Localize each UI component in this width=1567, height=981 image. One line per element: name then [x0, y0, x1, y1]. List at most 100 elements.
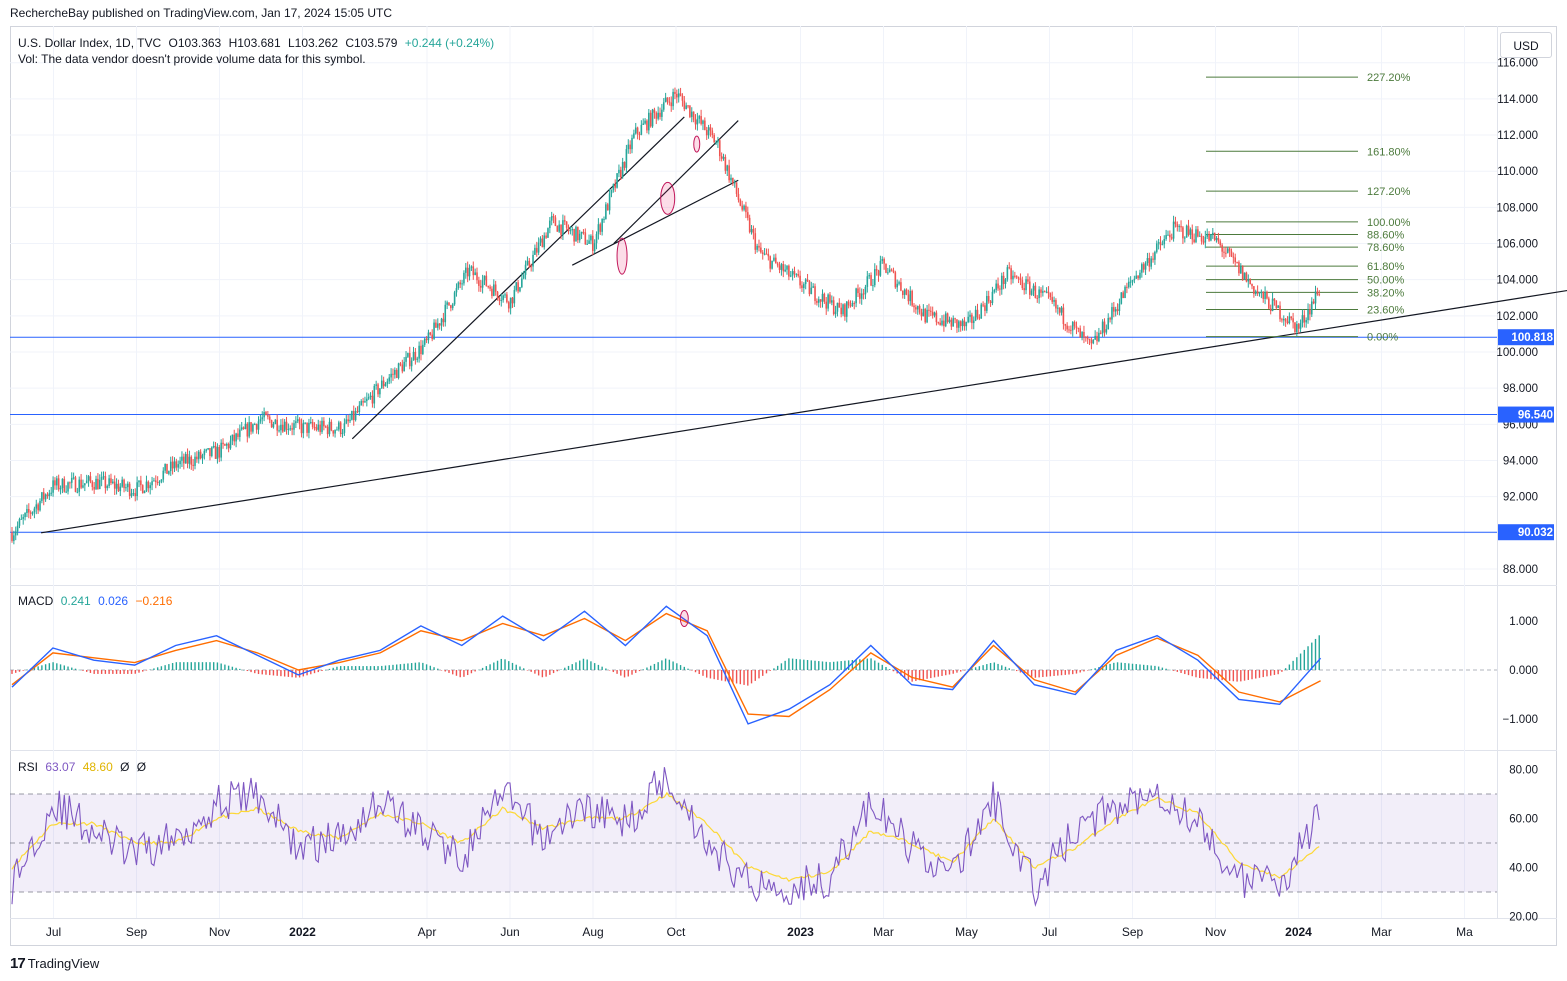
candle-body [491, 288, 493, 296]
candle-body [547, 228, 549, 238]
candle-body [22, 517, 25, 519]
macd-histogram-bar [1296, 657, 1298, 670]
candle-body [468, 267, 471, 277]
candle-body [1266, 291, 1268, 299]
candle-body [1312, 301, 1315, 304]
candle-body [937, 322, 940, 324]
macd-histogram-bar [945, 670, 947, 676]
highlight-ellipse [660, 181, 676, 215]
candle-body [1226, 248, 1229, 253]
candle-body [253, 424, 256, 426]
macd-histogram-bar [1072, 670, 1074, 675]
candle-body [31, 512, 34, 514]
rsi-extra-1: Ø [120, 760, 130, 774]
candle-body [1195, 229, 1197, 243]
macd-histogram-bar [881, 664, 883, 670]
macd-histogram-bar [1251, 670, 1253, 680]
candle-body [160, 479, 163, 482]
macd-histogram-bar [541, 670, 544, 678]
candle-body [29, 512, 32, 514]
candle-body [1051, 297, 1053, 302]
candle-body [388, 377, 391, 382]
currency-button[interactable]: USD [1500, 32, 1552, 58]
macd-histogram-bar [1030, 670, 1033, 677]
candle-body [494, 284, 497, 292]
candle-body [888, 269, 891, 273]
candle-body [601, 219, 603, 232]
macd-histogram-bar [220, 663, 222, 670]
macd-histogram-bar [855, 659, 857, 670]
macd-histogram-bar [306, 670, 308, 676]
candle-body [358, 405, 361, 413]
candle-body [315, 427, 318, 430]
macd-histogram-bar [437, 668, 439, 670]
candle-body [556, 225, 559, 232]
candle-body [225, 443, 228, 446]
candle-body [59, 487, 62, 490]
candle-body [803, 284, 805, 289]
macd-tick: 1.000 [1509, 616, 1538, 628]
macd-histogram-bar [1228, 670, 1231, 681]
candle-body [543, 235, 546, 248]
candle-body [1232, 256, 1235, 258]
candle-body [1316, 291, 1319, 295]
candle-body [976, 309, 979, 318]
macd-histogram-bar [1004, 666, 1007, 670]
candle-body [1258, 292, 1261, 294]
macd-histogram-bar [1079, 670, 1081, 673]
macd-histogram-bar [384, 665, 387, 670]
candle-body [1187, 225, 1190, 235]
candle-body [939, 322, 941, 325]
candle-body [171, 461, 174, 469]
candle-body [1305, 320, 1307, 323]
candle-body [868, 275, 870, 277]
main-legend: U.S. Dollar Index, 1D, TVC O103.363 H103… [18, 36, 498, 50]
time-tick: Apr [418, 925, 437, 939]
macd-histogram-bar [1288, 664, 1291, 670]
candle-body [584, 232, 587, 245]
candle-body [1098, 332, 1100, 342]
candle-body [991, 291, 994, 303]
macd-histogram-bar [874, 660, 876, 670]
candle-body [827, 294, 829, 309]
candle-body [562, 220, 564, 235]
candle-body [360, 401, 363, 406]
candle-body [240, 427, 243, 430]
macd-histogram-bar [52, 662, 54, 670]
macd-histogram-bar [1210, 670, 1212, 680]
candle-body [804, 279, 807, 285]
macd-histogram-bar [272, 670, 275, 676]
candle-body [154, 480, 157, 483]
candle-body [1073, 321, 1076, 327]
candle-body [455, 288, 458, 293]
candle-body [636, 127, 639, 134]
macd-histogram-bar [257, 670, 260, 675]
candle-body [379, 388, 381, 395]
candle-body [1292, 318, 1294, 323]
macd-histogram-bar [1176, 670, 1179, 672]
macd-histogram-bar [784, 660, 786, 670]
time-tick: Nov [209, 925, 230, 939]
candle-body [782, 264, 785, 272]
macd-histogram-bar [205, 662, 207, 670]
macd-histogram-bar [1307, 646, 1309, 670]
macd-signal-line [11, 612, 1321, 718]
candle-body [860, 293, 863, 299]
candle-body [197, 451, 200, 460]
candle-body [1017, 277, 1020, 279]
candle-body [80, 479, 82, 488]
candle-body [220, 442, 222, 458]
candle-body [54, 480, 56, 486]
macd-histogram-bar [762, 670, 764, 676]
candle-body [1273, 298, 1276, 301]
macd-histogram-bar [108, 670, 110, 674]
candle-body [1113, 307, 1115, 312]
candle-body [924, 308, 927, 323]
candle-body [276, 419, 278, 431]
price-tick: 110.000 [1497, 166, 1538, 178]
macd-histogram-bar [358, 666, 361, 670]
candle-body [885, 263, 887, 273]
macd-histogram-bar [1157, 666, 1160, 670]
candle-body [1139, 272, 1141, 279]
